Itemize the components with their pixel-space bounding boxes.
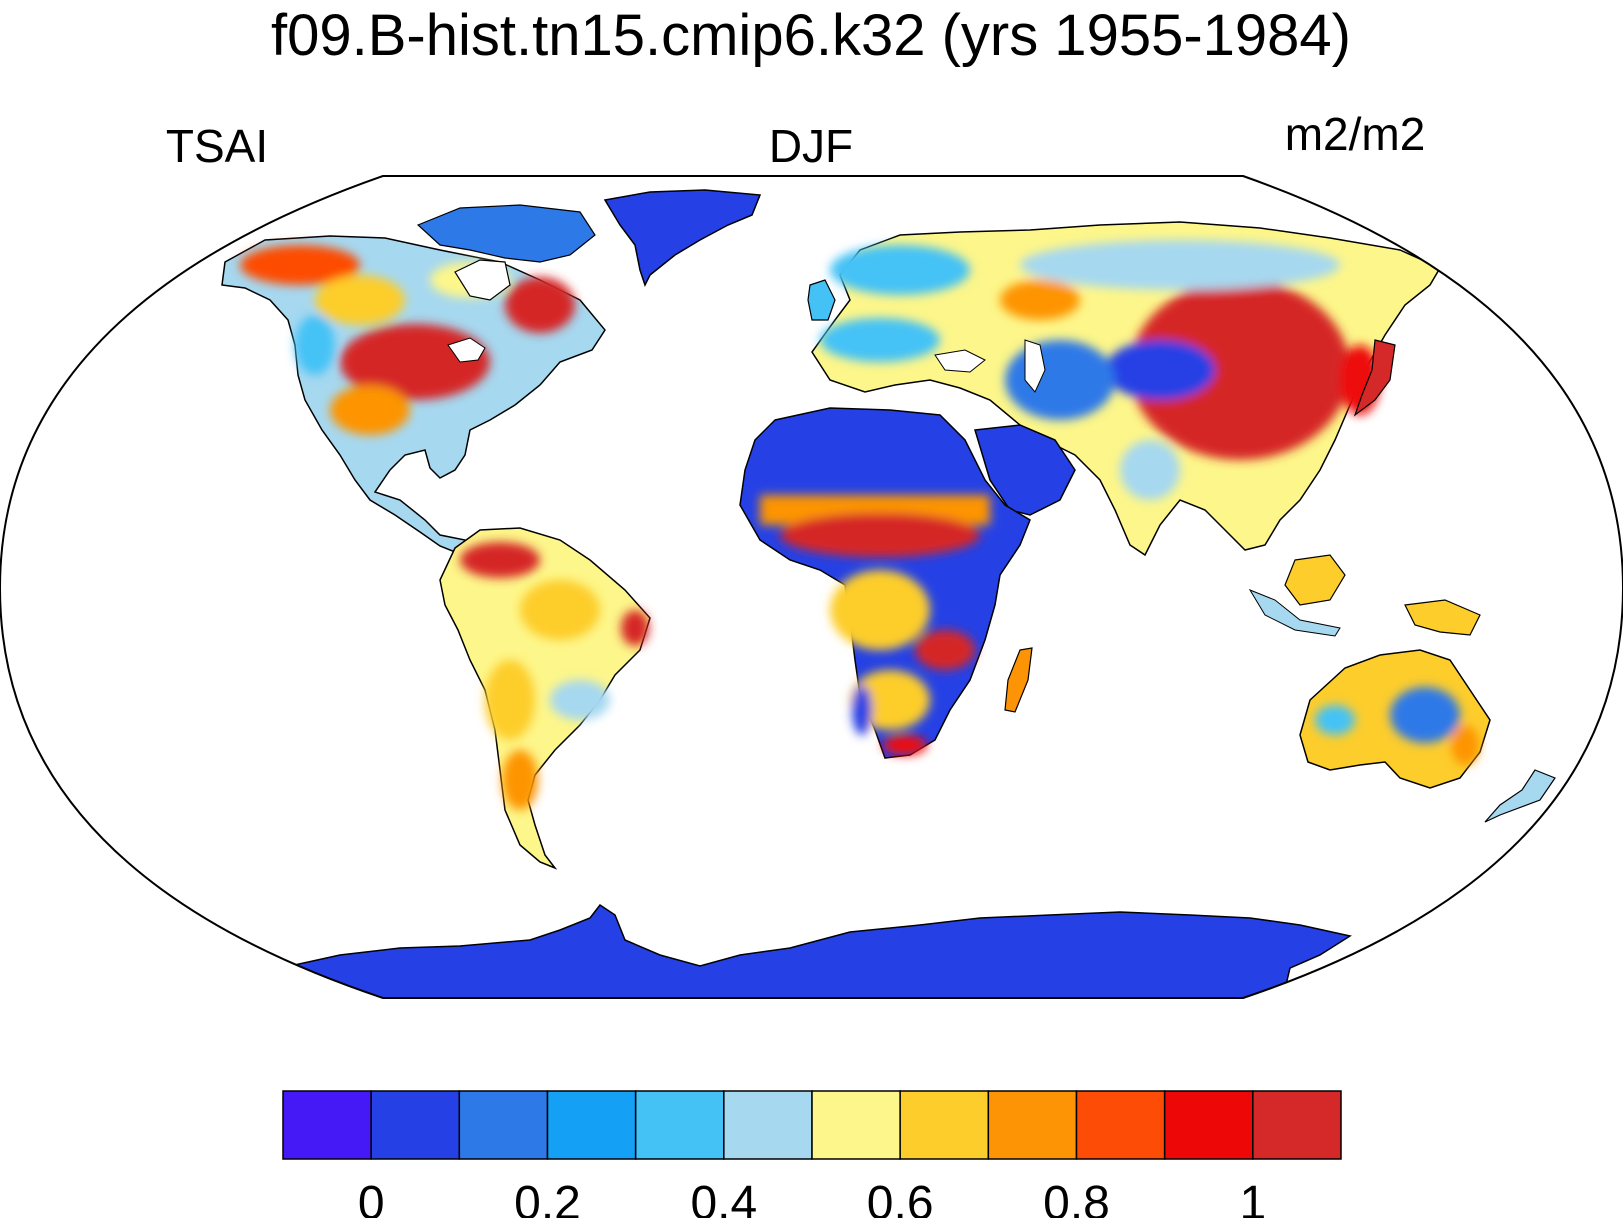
- new-guinea: [1404, 599, 1481, 636]
- colorbar-box: [458, 1090, 549, 1160]
- colorbar-box: [987, 1090, 1078, 1160]
- plot-title: f09.B-hist.tn15.cmip6.k32 (yrs 1955-1984…: [271, 3, 1351, 68]
- arabian-peninsula: [974, 424, 1076, 516]
- center-string: DJF: [769, 120, 853, 172]
- world-map: [0, 175, 1623, 999]
- java-sumatra: [1248, 588, 1341, 637]
- black-sea: [934, 349, 986, 373]
- british-isles: [807, 279, 836, 321]
- antarctica: [289, 903, 1352, 998]
- hudson-bay: [454, 259, 511, 301]
- na-values: [240, 245, 575, 435]
- left-string: TSAI: [166, 120, 268, 172]
- caspian-sea: [1024, 339, 1046, 393]
- colorbar-box: [899, 1090, 990, 1160]
- colorbar-box: [1075, 1090, 1166, 1160]
- colorbar: 0 0.2 0.4 0.6 0.8 1: [282, 1090, 1342, 1218]
- africa-values: [760, 495, 990, 755]
- arctic-archipelago: [416, 204, 596, 263]
- colorbar-box: [370, 1090, 461, 1160]
- asia-values: [820, 240, 1380, 500]
- colorbar-tick-label: 0.6: [867, 1177, 934, 1218]
- madagascar: [1004, 647, 1033, 713]
- new-zealand: [1484, 769, 1556, 823]
- colorbar-tick-label: 0.2: [514, 1177, 581, 1218]
- great-lakes: [447, 337, 486, 363]
- southeast-asia-islands: [1284, 554, 1346, 606]
- japan: [1353, 339, 1396, 417]
- colorbar-box: [634, 1090, 725, 1160]
- colorbar-box: [1163, 1090, 1254, 1160]
- colorbar-box: [282, 1090, 372, 1160]
- colorbar-box: [723, 1090, 813, 1160]
- colorbar-tick-label: 0.8: [1043, 1177, 1110, 1218]
- colorbar-tick-label: 1: [1239, 1177, 1266, 1218]
- colorbar-tick-label: 0: [358, 1177, 385, 1218]
- australia-values: [1315, 687, 1479, 765]
- colorbar-tick-label: 0.4: [690, 1177, 757, 1218]
- colorbar-box: [1252, 1090, 1342, 1160]
- colorbar-box: [811, 1090, 901, 1160]
- right-string: m2/m2: [1285, 108, 1426, 160]
- map-border: [0, 175, 1623, 999]
- sa-values: [460, 542, 649, 810]
- colorbar-box: [546, 1090, 637, 1160]
- greenland: [603, 189, 762, 287]
